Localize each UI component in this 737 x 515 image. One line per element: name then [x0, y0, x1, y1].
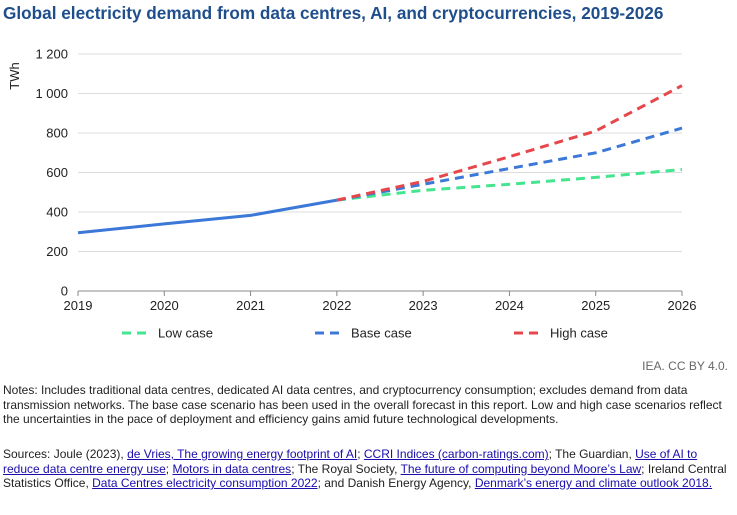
y-tick-label: 200 — [46, 244, 68, 259]
sources-guardian: ; The Guardian, — [548, 447, 636, 461]
source-link-dea[interactable]: Denmark’s energy and climate outlook 201… — [474, 476, 713, 490]
legend-label-base-case: Base case — [351, 326, 412, 341]
series-line-base-case — [336, 126, 683, 202]
y-tick-label: 1 200 — [35, 47, 68, 62]
legend: Low case Base case High case — [122, 326, 608, 341]
legend-label-high-case: High case — [550, 326, 608, 341]
source-link-moores-law[interactable]: The future of computing beyond Moore’s L… — [400, 461, 642, 476]
sources-dea: ; and Danish Energy Agency, — [317, 476, 475, 490]
series-lines — [77, 84, 683, 235]
x-tick-label: 2021 — [236, 298, 265, 313]
x-tick-label: 2019 — [64, 298, 93, 313]
y-axis-ticks: 0 200 400 600 800 1 000 1 200 — [35, 47, 68, 299]
y-tick-label: 0 — [61, 284, 68, 299]
x-tick-label: 2020 — [150, 298, 179, 313]
notes: Notes: Includes traditional data centres… — [3, 383, 722, 426]
source-link-de-vries[interactable]: de Vries, The growing energy footprint o… — [127, 447, 358, 461]
x-tick-label: 2022 — [322, 298, 351, 313]
x-tick-label: 2023 — [409, 298, 438, 313]
series-line-low-case — [336, 168, 683, 202]
y-axis-label: TWh — [7, 62, 22, 89]
credit: IEA. CC BY 4.0. — [642, 359, 728, 373]
x-axis-ticks: 2019 2020 2021 2022 2023 2024 2025 2026 — [64, 291, 697, 313]
sources-lead: Sources: Joule (2023), — [3, 447, 128, 461]
source-link-ccri[interactable]: CCRI Indices (carbon-ratings.com) — [363, 447, 549, 461]
source-link-cso[interactable]: Data Centres electricity consumption 202… — [92, 476, 318, 490]
y-tick-label: 600 — [46, 165, 68, 180]
sources-sep: ; — [165, 461, 173, 476]
series-line-high-case — [336, 84, 683, 202]
sources: Sources: Joule (2023), de Vries, The gro… — [3, 447, 731, 491]
sources-cso: ; Ireland Central Statistics Office, — [3, 461, 727, 491]
grid-lines — [78, 53, 682, 292]
x-tick-label: 2024 — [495, 298, 524, 313]
source-link-motors[interactable]: Motors in data centres — [172, 461, 292, 476]
sources-sep: ; — [357, 447, 364, 461]
x-tick-label: 2025 — [581, 298, 610, 313]
line-chart: 0 200 400 600 800 1 000 1 200 2019 2020 2021 2022… — [7, 47, 697, 341]
sources-royal-society: ; The Royal Society, — [291, 461, 401, 476]
chart-title: Global electricity demand from data cent… — [3, 3, 664, 23]
y-tick-label: 1 000 — [35, 86, 68, 101]
source-link-guardian-ai[interactable]: Use of AI to reduce data centre energy u… — [3, 447, 698, 476]
series-line-historical — [77, 198, 338, 235]
legend-label-low-case: Low case — [158, 326, 213, 341]
x-tick-label: 2026 — [668, 298, 697, 313]
y-tick-label: 400 — [46, 205, 68, 220]
y-tick-label: 800 — [46, 126, 68, 141]
